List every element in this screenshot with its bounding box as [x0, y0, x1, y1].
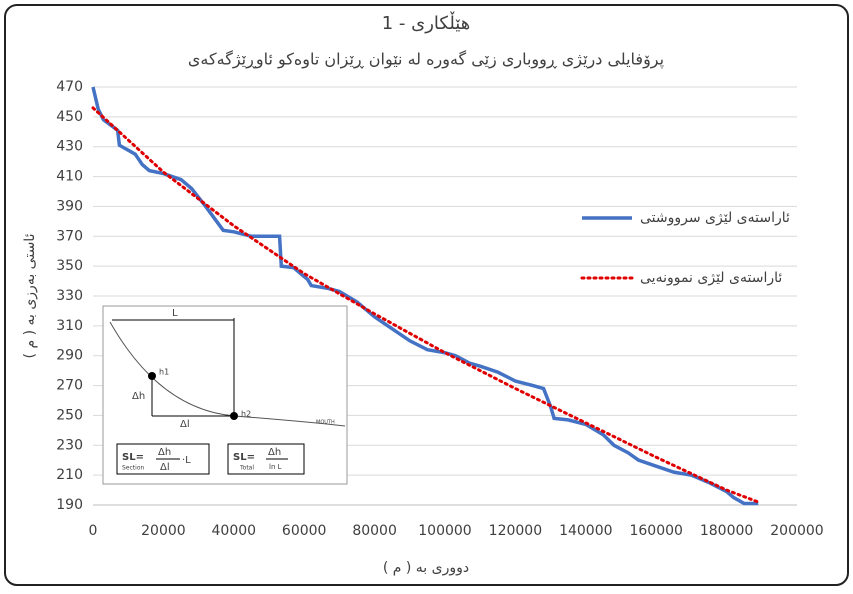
chart-title: هێڵکاری - 1: [382, 11, 470, 34]
x-tick-label: 180000: [700, 523, 753, 539]
x-tick-label: 20000: [141, 523, 186, 539]
inset-box: [102, 305, 348, 485]
y-tick-label: 410: [56, 169, 83, 185]
legend-label: ئاراستەی لێژی سرووشتی: [640, 210, 790, 226]
inset-curve: [109, 321, 346, 427]
inset-label: Section: [122, 465, 144, 472]
x-tick-label: 40000: [212, 523, 257, 539]
inset-label: Δh: [158, 447, 171, 458]
y-tick-label: 450: [56, 109, 83, 125]
x-tick-label: 120000: [489, 523, 542, 539]
inset-formula-box: [227, 443, 305, 475]
y-tick-label: 350: [56, 258, 83, 274]
inset-label: Δl: [180, 419, 190, 430]
y-tick-label: 190: [56, 497, 83, 513]
y-tick-label: 370: [56, 228, 83, 244]
inset-label: MOUTH: [316, 420, 335, 426]
inset-point: [148, 372, 156, 380]
inset-label: L: [172, 308, 178, 319]
inset-label: ·L: [182, 455, 191, 466]
y-tick-label: 430: [56, 139, 83, 155]
x-tick-label: 200000: [770, 523, 823, 539]
legend: ئاراستەی لێژی سرووشتی ئاراستەی لێژی نموون…: [580, 210, 790, 286]
inset-label: Δh: [132, 391, 145, 402]
x-tick-label: 160000: [629, 523, 682, 539]
inset-label: h2: [241, 410, 251, 419]
y-tick-label: 330: [56, 288, 83, 304]
inset: L h1 Δh Δl h2 MOUTH SL= Δh Δl ·L Section…: [102, 305, 348, 485]
x-tick-label: 60000: [282, 523, 327, 539]
inset-label: h1: [159, 368, 169, 377]
plot: [91, 86, 760, 506]
x-tick-label: 0: [89, 523, 98, 539]
inset-label: SL=: [233, 452, 255, 463]
frame: [4, 4, 849, 586]
x-tick-label: 80000: [352, 523, 397, 539]
inset-formula-box: [116, 443, 210, 475]
inset-point: [230, 412, 238, 420]
y-tick-label: 250: [56, 407, 83, 423]
y-tick-label: 470: [56, 79, 83, 95]
x-axis-label: دووری بە ( م ): [383, 560, 469, 576]
chart-subtitle: پرۆفایلی درێژی ڕووباری زێی گەورە لە نێوا…: [188, 50, 664, 70]
y-tick-label: 390: [56, 198, 83, 214]
y-axis-label: ئاستی بەرزی بە ( م ): [22, 233, 38, 358]
y-tick-label: 270: [56, 378, 83, 394]
x-tick-label: 100000: [418, 523, 471, 539]
legend-label: ئاراستەی لێژی نموونەیی: [640, 270, 782, 286]
inset-label: ln L: [269, 463, 282, 471]
y-tick-label: 230: [56, 437, 83, 453]
x-tick-label: 140000: [559, 523, 612, 539]
y-tick-label: 210: [56, 467, 83, 483]
inset-label: Δh: [268, 447, 281, 458]
series-line: [91, 106, 760, 504]
inset-label: Total: [239, 465, 254, 472]
inset-label: Δl: [160, 462, 170, 473]
y-tick-label: 310: [56, 318, 83, 334]
y-tick-label: 290: [56, 348, 83, 364]
inset-label: SL=: [122, 452, 144, 463]
